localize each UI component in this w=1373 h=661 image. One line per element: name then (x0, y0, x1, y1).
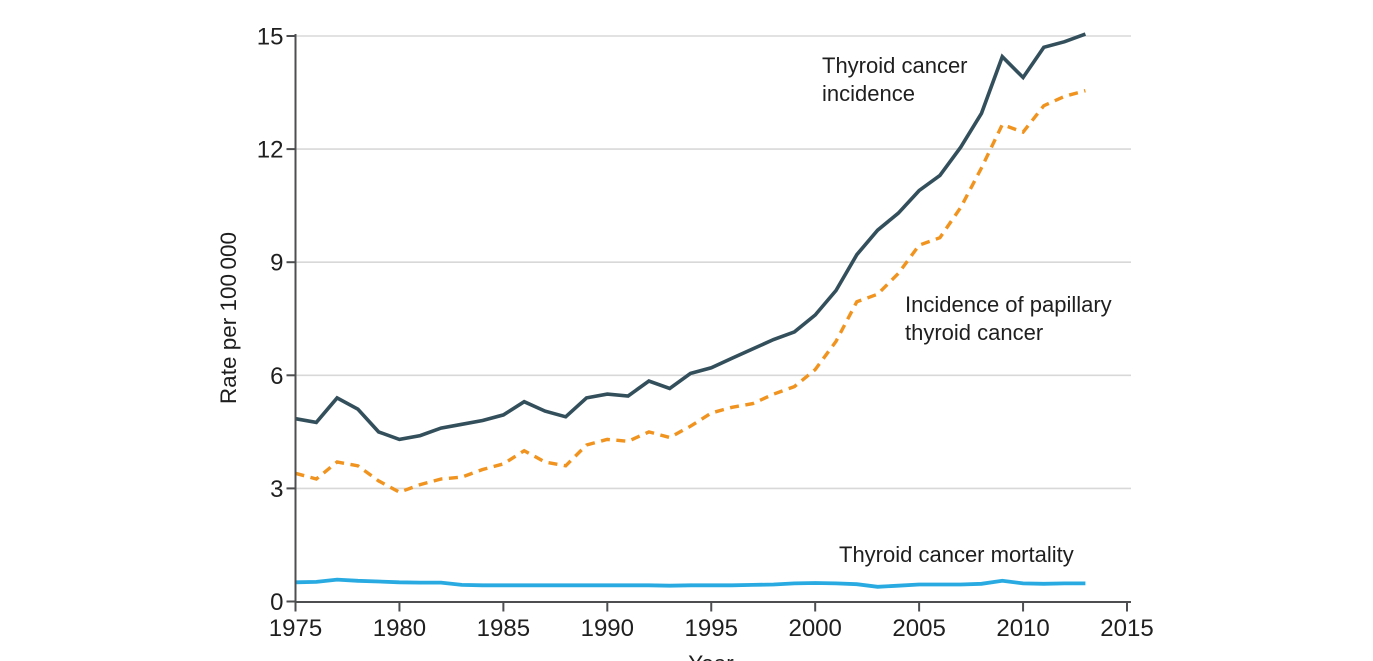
y-tick-label: 9 (270, 250, 283, 277)
series-line-papillary (295, 89, 1086, 495)
x-tick-label: 2005 (892, 615, 945, 642)
x-axis-title: Year (688, 651, 733, 661)
series-label-line: Thyroid cancer mortality (839, 542, 1074, 567)
x-tick-label: 2010 (996, 615, 1049, 642)
series-label-line: Incidence of papillary (905, 292, 1112, 317)
x-tick-label: 2015 (1100, 615, 1153, 642)
x-tick-label: 1975 (269, 615, 322, 642)
series-label-line: thyroid cancer (905, 320, 1044, 345)
tick-labels: 0 3 6 9 12 15 1975 1980 1985 1990 1995 2000 2005 2010… (257, 24, 1154, 643)
x-tick-label: 1980 (373, 615, 426, 642)
axes (286, 34, 1131, 612)
x-tick-label: 1985 (477, 615, 530, 642)
series-label-thyroid-cancer-mortality: Thyroid cancer mortality (839, 541, 1074, 569)
series-line-mortality (295, 577, 1086, 589)
y-tick-label: 15 (257, 24, 284, 51)
series-label-thyroid-cancer-incidence: Thyroid cancer incidence (822, 52, 968, 108)
y-tick-label: 12 (257, 137, 284, 164)
y-tick-label: 0 (270, 589, 283, 616)
y-axis-title: Rate per 100 000 (216, 231, 241, 405)
y-tick-label: 3 (270, 476, 283, 503)
x-tick-label: 1995 (685, 615, 738, 642)
x-tick-label: 1990 (581, 615, 634, 642)
y-tick-label: 6 (270, 363, 283, 390)
series-label-line: Thyroid cancer (822, 53, 968, 78)
series-label-papillary-thyroid-cancer: Incidence of papillary thyroid cancer (905, 291, 1112, 347)
x-tick-label: 2000 (788, 615, 841, 642)
series-label-line: incidence (822, 81, 915, 106)
gridlines (296, 35, 1131, 490)
series-line-incidence (295, 32, 1087, 442)
